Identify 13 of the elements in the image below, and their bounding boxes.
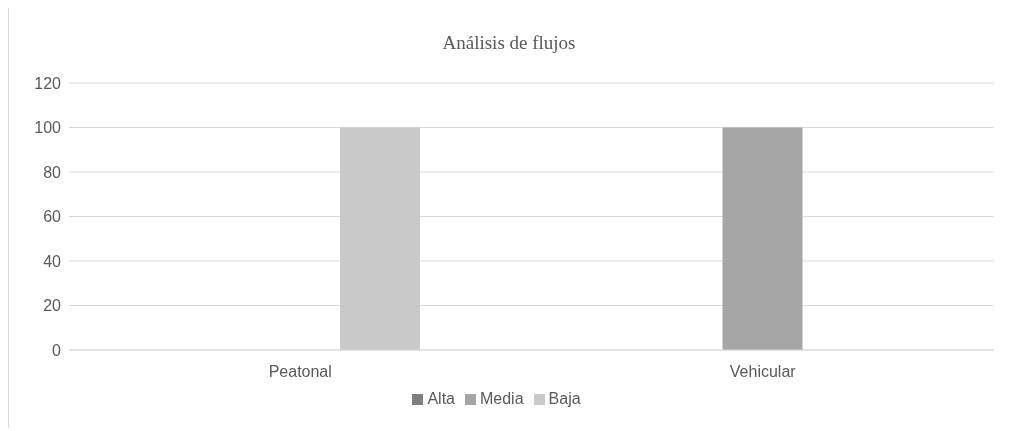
x-tick-label: Vehicular <box>729 363 797 381</box>
x-tick-label: Peatonal <box>268 363 332 381</box>
y-tick-label: 80 <box>43 163 62 181</box>
y-tick-label: 40 <box>43 252 62 270</box>
y-tick-label: 120 <box>34 74 62 92</box>
legend-label: Baja <box>548 390 581 407</box>
legend-label: Alta <box>427 390 455 407</box>
y-tick-label: 0 <box>52 341 62 359</box>
y-tick-label: 20 <box>43 297 62 315</box>
y-tick-label: 60 <box>43 208 62 226</box>
chart-title: Análisis de flujos <box>441 32 577 54</box>
y-tick-label: 100 <box>34 119 62 137</box>
legend-label: Media <box>479 390 524 407</box>
